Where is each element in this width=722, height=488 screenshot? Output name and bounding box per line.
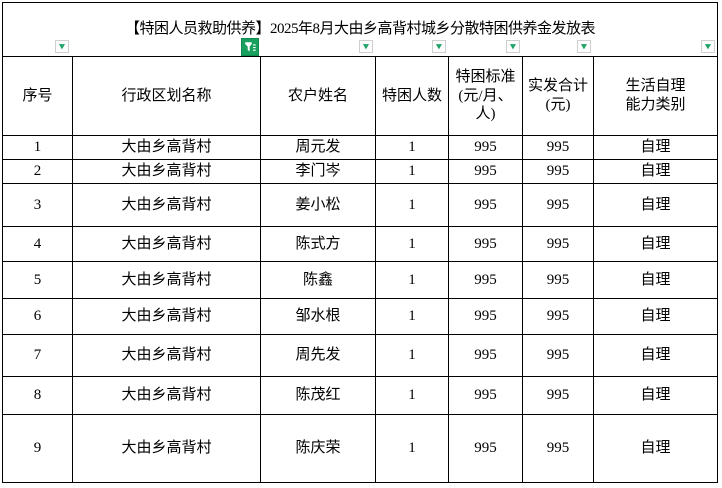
cell-serial[interactable]: 2 xyxy=(2,159,73,184)
cell-total[interactable]: 995 xyxy=(522,414,594,483)
cell-total[interactable]: 995 xyxy=(522,376,594,415)
cell-name[interactable]: 姜小松 xyxy=(260,183,376,227)
cell-category[interactable]: 自理 xyxy=(592,261,719,299)
cell-count[interactable]: 1 xyxy=(375,298,449,335)
header-standard[interactable]: 特困标准 (元/月、 人) xyxy=(448,56,523,136)
cell-name[interactable]: 邹水根 xyxy=(260,298,376,335)
header-self-care-category[interactable]: 生活自理 能力类别 xyxy=(592,56,719,136)
cell-standard[interactable]: 995 xyxy=(448,159,523,184)
cell-count[interactable]: 1 xyxy=(375,261,449,299)
cell-category[interactable]: 自理 xyxy=(592,298,719,335)
cell-serial[interactable]: 8 xyxy=(2,376,73,415)
table-row: 3 大由乡高背村 姜小松 1 995 995 自理 xyxy=(2,183,719,227)
filter-dropdown-button-standard[interactable]: ▼ xyxy=(506,40,520,53)
filter-dropdown-button-total[interactable]: ▼ xyxy=(577,40,591,53)
table-row: 1 大由乡高背村 周元发 1 995 995 自理 xyxy=(2,135,719,160)
cell-standard[interactable]: 995 xyxy=(448,226,523,262)
cell-standard[interactable]: 995 xyxy=(448,298,523,335)
cell-region[interactable]: 大由乡高背村 xyxy=(72,159,261,184)
filter-dropdown-button-category[interactable]: ▼ xyxy=(701,40,715,53)
table-row: 9 大由乡高背村 陈庆荣 1 995 995 自理 xyxy=(2,414,719,483)
cell-serial[interactable]: 9 xyxy=(2,414,73,483)
cell-name[interactable]: 陈茂红 xyxy=(260,376,376,415)
header-region-name[interactable]: 行政区划名称 xyxy=(72,56,261,136)
cell-name[interactable]: 陈式方 xyxy=(260,226,376,262)
cell-region[interactable]: 大由乡高背村 xyxy=(72,414,261,483)
cell-standard[interactable]: 995 xyxy=(448,414,523,483)
chevron-down-icon: ▼ xyxy=(435,42,443,50)
cell-standard[interactable]: 995 xyxy=(448,135,523,160)
cell-region[interactable]: 大由乡高背村 xyxy=(72,226,261,262)
cell-standard[interactable]: 995 xyxy=(448,183,523,227)
cell-region[interactable]: 大由乡高背村 xyxy=(72,135,261,160)
chevron-down-icon: ▼ xyxy=(580,42,588,50)
cell-name[interactable]: 陈庆荣 xyxy=(260,414,376,483)
table-row: 5 大由乡高背村 陈鑫 1 995 995 自理 xyxy=(2,261,719,299)
cell-region[interactable]: 大由乡高背村 xyxy=(72,376,261,415)
cell-serial[interactable]: 1 xyxy=(2,135,73,160)
cell-count[interactable]: 1 xyxy=(375,135,449,160)
chevron-down-icon: ▼ xyxy=(704,42,712,50)
cell-name[interactable]: 周先发 xyxy=(260,334,376,377)
cell-serial[interactable]: 5 xyxy=(2,261,73,299)
cell-standard[interactable]: 995 xyxy=(448,334,523,377)
cell-name[interactable]: 李门岑 xyxy=(260,159,376,184)
table-row: 6 大由乡高背村 邹水根 1 995 995 自理 xyxy=(2,298,719,335)
cell-count[interactable]: 1 xyxy=(375,376,449,415)
cell-total[interactable]: 995 xyxy=(522,298,594,335)
filter-dropdown-button-name[interactable]: ▼ xyxy=(359,40,373,53)
table-row: 7 大由乡高背村 周先发 1 995 995 自理 xyxy=(2,334,719,377)
table-row: 2 大由乡高背村 李门岑 1 995 995 自理 xyxy=(2,159,719,184)
chevron-down-icon: ▼ xyxy=(362,42,370,50)
cell-total[interactable]: 995 xyxy=(522,261,594,299)
cell-serial[interactable]: 4 xyxy=(2,226,73,262)
cell-serial[interactable]: 3 xyxy=(2,183,73,227)
cell-count[interactable]: 1 xyxy=(375,334,449,377)
filter-dropdown-button-count[interactable]: ▼ xyxy=(432,40,446,53)
funnel-filter-icon xyxy=(245,42,256,52)
table-row: 8 大由乡高背村 陈茂红 1 995 995 自理 xyxy=(2,376,719,415)
cell-count[interactable]: 1 xyxy=(375,159,449,184)
table-row: 4 大由乡高背村 陈式方 1 995 995 自理 xyxy=(2,226,719,262)
chevron-down-icon: ▼ xyxy=(58,42,66,50)
cell-count[interactable]: 1 xyxy=(375,226,449,262)
cell-category[interactable]: 自理 xyxy=(592,414,719,483)
cell-category[interactable]: 自理 xyxy=(592,226,719,262)
cell-category[interactable]: 自理 xyxy=(592,183,719,227)
cell-serial[interactable]: 7 xyxy=(2,334,73,377)
cell-serial[interactable]: 6 xyxy=(2,298,73,335)
cell-region[interactable]: 大由乡高背村 xyxy=(72,183,261,227)
cell-name[interactable]: 陈鑫 xyxy=(260,261,376,299)
cell-region[interactable]: 大由乡高背村 xyxy=(72,298,261,335)
header-serial-number[interactable]: 序号 xyxy=(2,56,73,136)
cell-category[interactable]: 自理 xyxy=(592,159,719,184)
cell-standard[interactable]: 995 xyxy=(448,261,523,299)
header-farmer-name[interactable]: 农户姓名 xyxy=(260,56,376,136)
cell-count[interactable]: 1 xyxy=(375,183,449,227)
chevron-down-icon: ▼ xyxy=(509,42,517,50)
cell-category[interactable]: 自理 xyxy=(592,376,719,415)
cell-region[interactable]: 大由乡高背村 xyxy=(72,334,261,377)
cell-count[interactable]: 1 xyxy=(375,414,449,483)
cell-total[interactable]: 995 xyxy=(522,135,594,160)
cell-total[interactable]: 995 xyxy=(522,334,594,377)
header-person-count[interactable]: 特困人数 xyxy=(375,56,449,136)
cell-name[interactable]: 周元发 xyxy=(260,135,376,160)
filter-active-button-region[interactable] xyxy=(241,38,259,56)
cell-total[interactable]: 995 xyxy=(522,226,594,262)
header-total-paid[interactable]: 实发合计 (元) xyxy=(522,56,594,136)
cell-category[interactable]: 自理 xyxy=(592,334,719,377)
cell-total[interactable]: 995 xyxy=(522,183,594,227)
cell-total[interactable]: 995 xyxy=(522,159,594,184)
cell-category[interactable]: 自理 xyxy=(592,135,719,160)
header-row: 序号 行政区划名称 农户姓名 特困人数 特困标准 (元/月、 人) 实发合计 (… xyxy=(2,56,719,136)
cell-standard[interactable]: 995 xyxy=(448,376,523,415)
cell-region[interactable]: 大由乡高背村 xyxy=(72,261,261,299)
filter-dropdown-button-serial[interactable]: ▼ xyxy=(55,40,69,53)
